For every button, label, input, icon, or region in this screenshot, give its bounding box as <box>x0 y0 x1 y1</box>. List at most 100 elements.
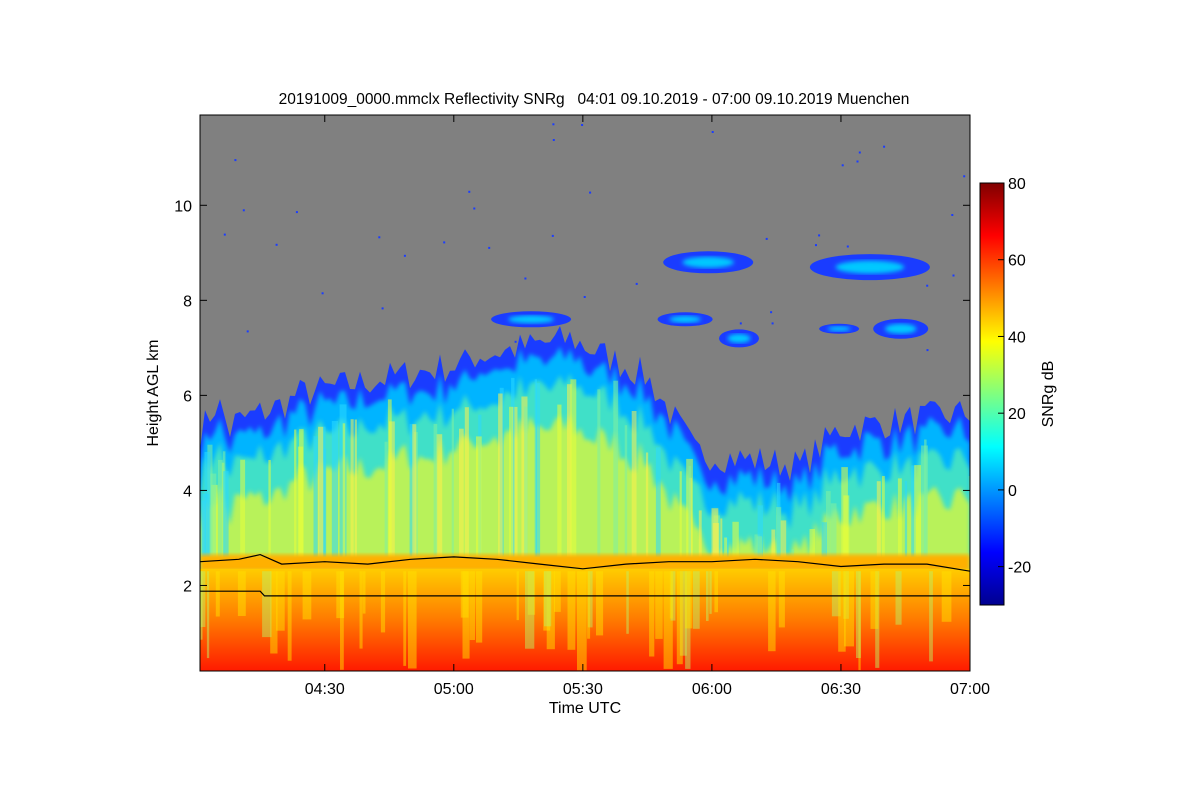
fall-streak <box>459 428 464 557</box>
noise-pixel <box>583 296 586 298</box>
fall-streak <box>433 424 438 557</box>
noise-pixel <box>952 274 955 277</box>
fall-streak <box>498 393 503 557</box>
rain-streak <box>649 571 655 657</box>
fall-streak <box>342 423 346 557</box>
fall-streak <box>387 399 392 557</box>
fall-streak <box>534 379 537 557</box>
rain-streak <box>709 571 712 614</box>
fall-streak <box>331 421 338 557</box>
y-axis-label: Height AGL km <box>145 339 162 446</box>
noise-pixel <box>771 322 774 325</box>
noise-pixel <box>926 284 929 287</box>
noise-pixel <box>815 244 817 247</box>
x-tick-label: 04:30 <box>305 681 345 698</box>
fall-streak <box>570 379 577 557</box>
fall-streak <box>914 465 921 557</box>
x-axis-label: Time UTC <box>549 700 621 717</box>
overlay-lines <box>200 553 970 597</box>
x-tick-label: 06:30 <box>821 681 861 698</box>
rain-streak <box>544 571 552 627</box>
rain-streak <box>460 571 469 618</box>
cirrus-core <box>727 333 751 343</box>
fall-streak <box>451 408 454 557</box>
noise-pixel <box>818 234 821 237</box>
fall-streak <box>876 481 881 557</box>
fall-streak <box>313 436 318 557</box>
rain-streak <box>237 571 246 616</box>
overlay-line-1 <box>200 553 970 572</box>
rain-streak <box>778 571 785 628</box>
rain-streak <box>206 571 210 659</box>
y-tick-label: 8 <box>183 293 192 310</box>
fall-streak <box>809 529 815 557</box>
fall-streak <box>223 471 229 557</box>
noise-pixel <box>488 246 491 249</box>
plot-frame <box>199 114 971 672</box>
fall-streak <box>201 500 207 557</box>
noise-pixel <box>468 190 471 193</box>
fall-streak <box>645 452 649 557</box>
rain-streak <box>270 571 278 654</box>
rain-streak <box>340 571 344 670</box>
fall-streak <box>389 421 395 557</box>
x-tick-label: 05:00 <box>434 681 474 698</box>
noise-pixel <box>234 159 237 162</box>
fall-streak <box>318 426 324 557</box>
noise-pixel <box>765 237 768 240</box>
rain-streak <box>693 571 700 629</box>
fall-streak <box>756 536 763 557</box>
echo-field <box>200 123 970 671</box>
fall-streak <box>240 459 246 557</box>
noise-pixel <box>846 245 849 248</box>
noise-pixel <box>514 340 517 343</box>
noise-pixel <box>403 254 406 257</box>
fall-streak <box>268 460 271 557</box>
fall-streak <box>597 389 601 557</box>
rain-streak <box>685 571 693 629</box>
fall-streak <box>536 383 541 557</box>
fall-streak <box>841 467 848 557</box>
rain-streak <box>200 571 206 627</box>
rain-streak <box>895 571 902 625</box>
fall-streak <box>791 549 794 557</box>
fall-streak <box>464 407 469 557</box>
rain-streak <box>359 571 363 649</box>
x-tick-label: 05:30 <box>563 681 603 698</box>
rain-streak <box>362 571 366 614</box>
rain-streak <box>679 571 687 656</box>
fall-streak <box>512 406 518 557</box>
noise-pixel <box>295 211 298 214</box>
noise-pixel <box>856 160 859 163</box>
fall-streak <box>968 476 970 557</box>
colorbar-tick-label: -20 <box>1008 560 1031 577</box>
fall-streak <box>297 446 304 557</box>
y-tick-label: 4 <box>183 483 192 500</box>
rain-streak <box>768 571 776 652</box>
fall-streak <box>724 537 728 557</box>
rain-streak <box>567 571 576 650</box>
rain-streak <box>870 571 879 629</box>
rain-streak <box>844 571 854 647</box>
noise-pixel <box>841 164 844 167</box>
fall-streak <box>776 507 782 557</box>
fall-streak <box>613 380 619 557</box>
fall-streak <box>821 522 827 557</box>
noise-pixel <box>443 241 446 244</box>
noise-pixel <box>926 349 929 352</box>
fall-streak <box>509 406 513 557</box>
y-tick-label: 2 <box>183 578 192 595</box>
colorbar-label: SNRg dB <box>1040 361 1057 428</box>
chart-title: 20191009_0000.mmclx Reflectivity SNRg 04… <box>279 91 910 108</box>
fall-streak <box>826 491 831 557</box>
noise-pixel <box>739 322 742 325</box>
fall-streak <box>476 436 482 557</box>
noise-pixel <box>242 209 245 212</box>
noise-pixel <box>711 131 714 133</box>
colorbar-tick-label: 80 <box>1008 176 1026 193</box>
cirrus-core <box>827 326 851 332</box>
fall-streak <box>350 419 354 557</box>
rain-streak <box>469 571 475 640</box>
rain-streak <box>200 571 203 640</box>
rain-streak <box>669 571 673 619</box>
